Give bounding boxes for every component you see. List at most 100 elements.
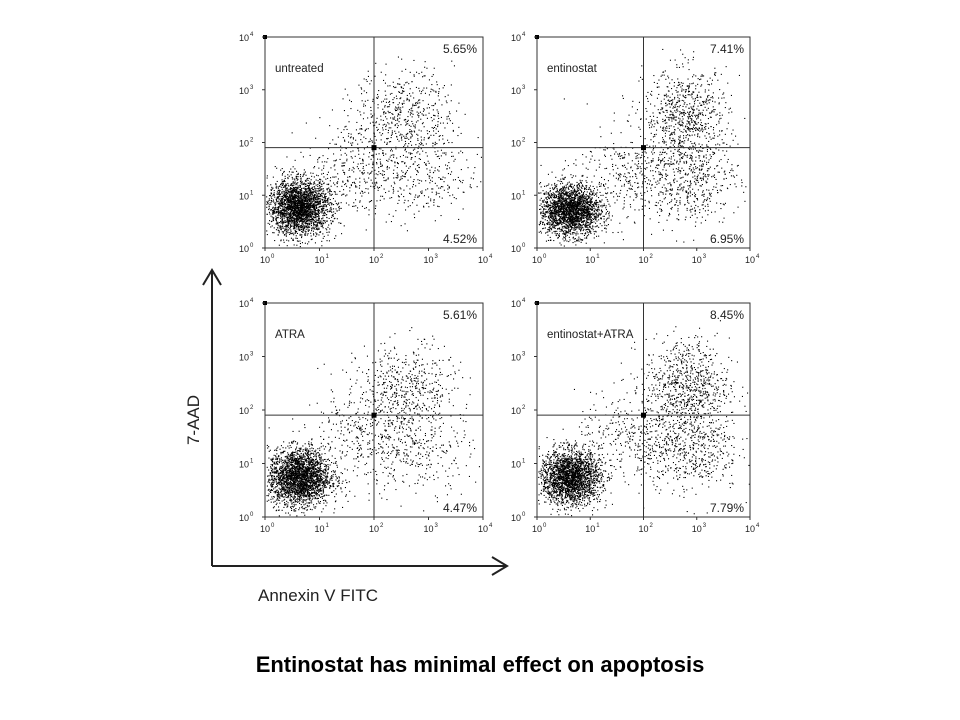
data-point	[275, 223, 277, 225]
data-point	[582, 233, 584, 235]
data-point	[578, 219, 580, 221]
data-point	[314, 197, 316, 199]
data-point	[284, 195, 286, 197]
data-point	[321, 240, 323, 242]
data-point	[301, 242, 303, 244]
data-point	[449, 167, 451, 169]
data-point	[572, 218, 574, 220]
data-point	[548, 223, 550, 225]
data-point	[321, 185, 323, 187]
data-point	[302, 213, 304, 215]
data-point	[563, 189, 565, 191]
data-point	[332, 198, 334, 200]
data-point	[286, 239, 288, 241]
data-point	[457, 187, 459, 189]
data-point	[582, 201, 584, 203]
data-point	[383, 177, 385, 179]
data-point	[295, 182, 297, 184]
data-point	[316, 190, 318, 192]
data-point	[271, 209, 273, 211]
data-point	[312, 211, 314, 213]
data-point	[565, 193, 567, 195]
data-point	[297, 188, 299, 190]
data-point	[304, 211, 306, 213]
data-point	[317, 180, 319, 182]
data-point	[565, 193, 567, 195]
data-point	[305, 198, 307, 200]
data-point	[585, 196, 587, 198]
data-point	[369, 83, 371, 85]
data-point	[382, 119, 384, 121]
data-point	[593, 221, 595, 223]
data-point	[563, 222, 565, 224]
data-point	[293, 188, 295, 190]
data-point	[313, 209, 315, 211]
data-point	[303, 191, 305, 193]
data-point	[558, 228, 560, 230]
data-point	[563, 209, 565, 211]
data-point	[282, 210, 284, 212]
data-point	[304, 171, 306, 173]
data-point	[296, 211, 298, 213]
data-point	[432, 188, 434, 190]
data-point	[284, 210, 286, 212]
data-point	[280, 214, 282, 216]
data-point	[295, 177, 297, 179]
data-point	[357, 168, 359, 170]
data-point	[407, 200, 409, 202]
data-point	[290, 216, 292, 218]
data-point	[285, 203, 287, 205]
data-point	[309, 204, 311, 206]
data-point	[280, 240, 282, 242]
data-point	[386, 98, 388, 100]
data-point	[595, 219, 597, 221]
data-point	[277, 193, 279, 195]
data-point	[299, 180, 301, 182]
data-point	[603, 242, 605, 244]
data-point	[303, 204, 305, 206]
data-point	[378, 123, 380, 125]
data-point	[287, 199, 289, 201]
data-point	[340, 131, 342, 133]
data-point	[420, 130, 422, 132]
data-point	[596, 214, 598, 216]
data-point	[423, 205, 425, 207]
data-point	[292, 239, 294, 241]
data-point	[447, 188, 449, 190]
data-point	[572, 224, 574, 226]
data-point	[308, 187, 310, 189]
data-point	[580, 216, 582, 218]
data-point	[317, 211, 319, 213]
data-point	[326, 240, 328, 242]
data-point	[551, 223, 553, 225]
data-point	[294, 203, 296, 205]
data-point	[304, 198, 306, 200]
data-point	[357, 207, 359, 209]
data-point	[330, 208, 332, 210]
data-point	[596, 204, 598, 206]
data-point	[597, 216, 599, 218]
data-point	[277, 213, 279, 215]
data-point	[565, 212, 567, 214]
data-point	[381, 165, 383, 167]
data-point	[421, 71, 423, 73]
data-point	[302, 175, 304, 177]
data-point	[371, 182, 373, 184]
data-point	[314, 183, 316, 185]
data-point	[411, 116, 413, 118]
data-point	[452, 194, 454, 196]
data-point	[289, 208, 291, 210]
data-point	[417, 151, 419, 153]
data-point	[433, 201, 435, 203]
data-point	[336, 182, 338, 184]
data-point	[432, 74, 434, 76]
data-point	[377, 107, 379, 109]
data-point	[311, 219, 313, 221]
data-point	[568, 188, 570, 190]
data-point	[292, 185, 294, 187]
data-point	[292, 217, 294, 219]
data-point	[421, 143, 423, 145]
data-point	[363, 105, 365, 107]
data-point	[303, 195, 305, 197]
data-point	[304, 230, 306, 232]
